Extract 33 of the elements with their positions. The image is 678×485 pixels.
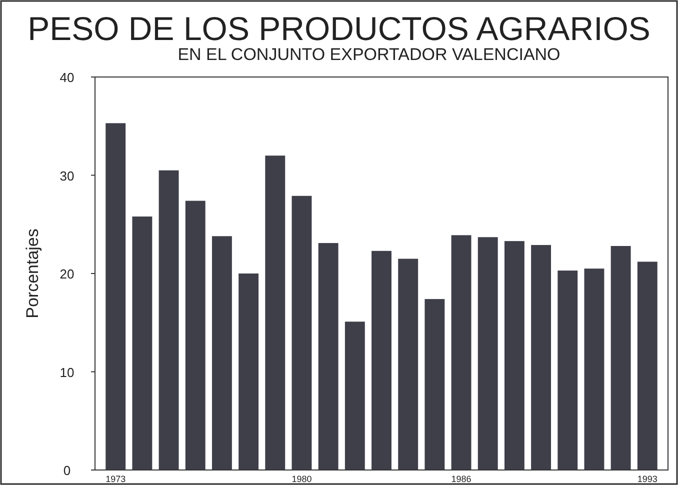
- x-tick-label: 1986: [451, 474, 472, 484]
- bar: [372, 250, 392, 470]
- bar: [398, 258, 418, 470]
- bar: [158, 170, 179, 470]
- chart-subtitle: EN EL CONJUNTO EXPORTADOR VALENCIANO: [178, 45, 560, 64]
- bar: [265, 156, 286, 470]
- x-tick-label: 1973: [106, 474, 126, 484]
- y-tick-label: 30: [60, 168, 74, 184]
- bar: [185, 200, 206, 470]
- bar: [132, 216, 152, 470]
- bar: [637, 262, 658, 470]
- bar: [558, 270, 578, 470]
- bar: [451, 235, 472, 470]
- y-tick-label: 10: [60, 364, 74, 380]
- bar: [504, 241, 524, 470]
- bar: [212, 236, 232, 470]
- bar: [610, 246, 631, 470]
- bar: [292, 196, 312, 470]
- bar: [318, 243, 338, 470]
- x-tick-label: 1993: [637, 474, 658, 484]
- bar: [106, 123, 126, 470]
- y-axis-title: Porcentajes: [23, 228, 42, 318]
- bar: [424, 299, 445, 470]
- bar: [531, 245, 552, 470]
- y-tick-label: 40: [60, 70, 74, 85]
- chart-title: PESO DE LOS PRODUCTOS AGRARIOS: [28, 10, 650, 47]
- y-tick-label: 0: [63, 463, 71, 478]
- bar: [344, 322, 365, 470]
- x-tick-label: 1980: [292, 474, 312, 484]
- y-tick-label: 20: [60, 266, 74, 282]
- bar: [238, 274, 259, 470]
- bar: [478, 237, 498, 470]
- bar: [584, 268, 604, 470]
